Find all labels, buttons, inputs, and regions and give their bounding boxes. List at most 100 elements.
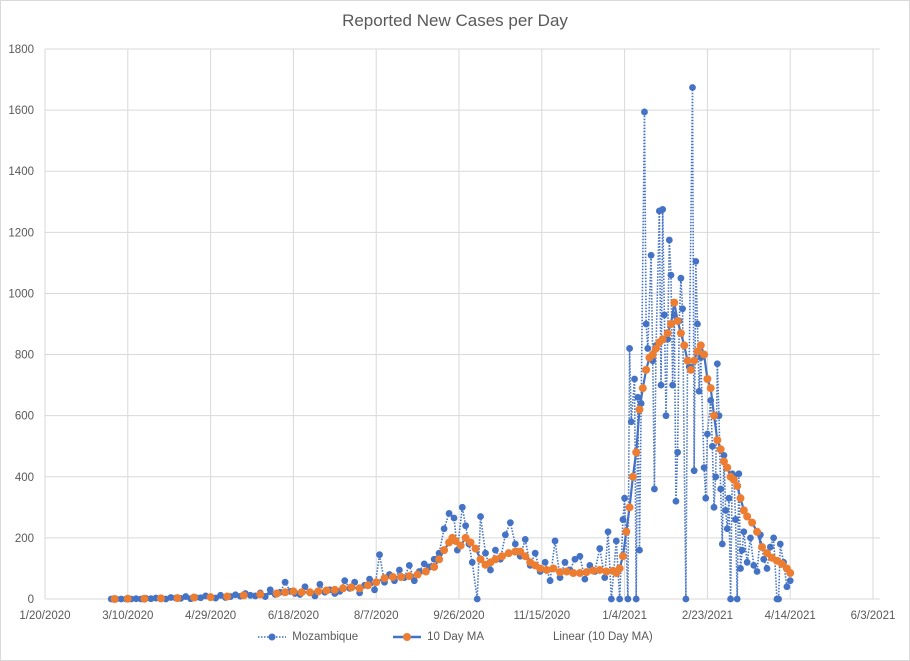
- mozambique-point: [738, 546, 746, 554]
- ma-point: [504, 549, 513, 558]
- mozambique-point: [571, 555, 579, 563]
- ma-point: [582, 568, 591, 577]
- ma-point: [658, 335, 667, 344]
- mozambique-point: [626, 345, 633, 352]
- ma-point: [421, 567, 430, 576]
- ma-point: [289, 587, 298, 596]
- mozambique-point: [551, 537, 559, 545]
- mozambique-point: [644, 345, 652, 352]
- mozambique-point: [740, 528, 748, 536]
- mozambique-point: [669, 381, 677, 389]
- x-tick-label: 8/7/2020: [354, 610, 399, 622]
- ma-point: [110, 595, 119, 603]
- mozambique-point: [395, 566, 403, 574]
- mozambique-line: [111, 87, 791, 600]
- ma-point: [719, 457, 728, 466]
- mozambique-point: [341, 577, 349, 585]
- legend-label-10-day-ma: 10 Day MA: [427, 631, 484, 643]
- mozambique-point: [450, 514, 458, 522]
- ma-point: [758, 543, 767, 552]
- x-tick-label: 11/15/2020: [513, 610, 570, 622]
- ma-point: [729, 475, 738, 484]
- x-tick-label: 3/10/2020: [102, 610, 153, 622]
- ma-point: [405, 572, 414, 581]
- ma-point: [272, 589, 281, 598]
- mozambique-point: [783, 583, 791, 591]
- mozambique-point: [747, 534, 754, 542]
- mozambique-point: [506, 519, 514, 527]
- mozambique-point: [665, 236, 673, 244]
- ma-point: [753, 527, 762, 536]
- mozambique-point: [725, 494, 733, 502]
- mozambique-point: [281, 578, 289, 586]
- mozambique-point: [521, 536, 529, 543]
- ma-point: [713, 436, 722, 445]
- ma-point: [498, 552, 507, 561]
- mozambique-point: [612, 537, 620, 545]
- mozambique-point: [636, 546, 643, 554]
- mozambique-point: [722, 506, 730, 514]
- mozambique-point: [458, 503, 466, 511]
- mozambique-point: [776, 540, 784, 548]
- x-tick-label: 6/3/2021: [851, 610, 896, 622]
- mozambique-point: [710, 503, 718, 511]
- ma-point: [676, 329, 685, 338]
- legend-label-mozambique: Mozambique: [292, 631, 359, 643]
- mozambique-point: [642, 320, 650, 328]
- ma-point: [663, 329, 672, 338]
- ma-point: [615, 564, 624, 573]
- ma-point: [430, 562, 439, 571]
- mozambique-point: [627, 418, 635, 426]
- mozambique-point: [473, 595, 481, 603]
- mozambique-point: [708, 442, 716, 450]
- mozambique-point: [576, 552, 584, 560]
- ma-point: [632, 448, 641, 457]
- ma-point: [666, 320, 675, 328]
- ma-point: [440, 546, 449, 555]
- ma-point: [693, 347, 702, 356]
- mozambique-point: [468, 558, 476, 566]
- mozambique-point: [775, 595, 783, 603]
- ma-point: [536, 564, 545, 573]
- legend: Mozambique 10 Day MA Linear (10 Day MA): [0, 631, 910, 643]
- mozambique-point: [440, 525, 448, 533]
- mozambique-point: [616, 595, 624, 603]
- ma-point: [739, 506, 748, 515]
- ma-point: [700, 350, 709, 359]
- ma-point: [314, 587, 323, 596]
- x-tick-label: 6/18/2020: [268, 610, 319, 622]
- ma-point: [281, 588, 290, 597]
- mozambique-point: [712, 473, 720, 481]
- mozambique-point: [770, 534, 778, 542]
- mozambique-point: [631, 375, 638, 383]
- mozambique-point: [405, 561, 413, 569]
- mozambique-point: [619, 516, 627, 523]
- mozambique-point: [682, 595, 690, 603]
- legend-label-linear-trend: Linear (10 Day MA): [553, 631, 653, 643]
- ma-point: [239, 591, 248, 600]
- ma-point: [686, 365, 695, 374]
- mozambique-point: [727, 595, 734, 603]
- ma-point: [638, 384, 647, 393]
- ma-point: [618, 552, 627, 561]
- y-tick-label: 0: [28, 594, 34, 606]
- ma-point: [562, 567, 571, 576]
- ma-point: [471, 544, 480, 553]
- ma-point: [736, 494, 745, 503]
- ma-point: [206, 593, 215, 602]
- mozambique-point: [667, 271, 675, 279]
- mozambique-point: [561, 558, 569, 566]
- ma-point: [223, 592, 232, 601]
- legend-item-10-day-ma: 10 Day MA: [392, 631, 484, 643]
- y-tick-label: 1000: [8, 288, 34, 300]
- ma-point: [397, 573, 406, 581]
- mozambique-point: [692, 257, 700, 265]
- x-tick-label: 1/4/2021: [602, 610, 647, 622]
- chart-title: Reported New Cases per Day: [342, 11, 568, 30]
- mozambique-point: [546, 577, 554, 585]
- mozambique-point: [674, 448, 681, 456]
- ma-point: [549, 564, 558, 573]
- ma-point: [706, 384, 715, 393]
- mozambique-point: [462, 522, 470, 530]
